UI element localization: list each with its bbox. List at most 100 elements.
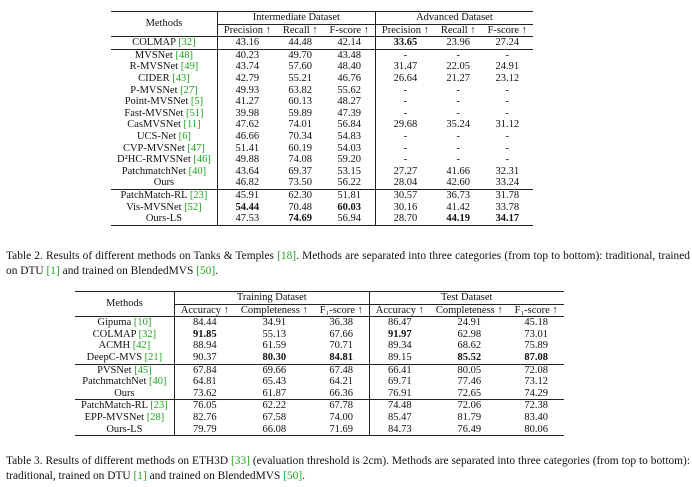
metric-cell: 72.38 xyxy=(524,400,548,412)
metric-cell: 43.74 xyxy=(235,61,260,73)
metric-cell: 55.62 xyxy=(323,84,376,97)
metric-cell: 41.42 xyxy=(446,201,471,213)
citation-link[interactable]: [18] xyxy=(277,250,297,262)
column-header: F₁-score ↑ xyxy=(508,304,564,318)
metric-cell: 28.04 xyxy=(393,177,418,189)
citation-link[interactable]: [45] xyxy=(134,364,152,376)
citation-link[interactable]: [11] xyxy=(183,119,201,131)
citation-link[interactable]: [40] xyxy=(188,165,207,177)
citation-link[interactable]: [10] xyxy=(133,317,152,329)
table-row: D²HC-RMVSNet [46] 49.88 74.08 59.20 - - - xyxy=(111,154,533,166)
method-name: DeepC-MVS [21] xyxy=(75,351,175,365)
metric-cell: 68.62 xyxy=(457,340,482,352)
citation-link[interactable]: [1] xyxy=(46,264,60,277)
metric-cell: 89.15 xyxy=(387,351,412,363)
metric-cell: 77.46 xyxy=(457,376,482,388)
citation-link[interactable]: [50] xyxy=(283,469,303,482)
citation-link[interactable]: [52] xyxy=(184,201,202,213)
method-name: P-MVSNet [27] xyxy=(111,84,218,97)
citation-link[interactable]: [28] xyxy=(146,411,165,423)
table-row: COLMAP [32] 43.16 44.48 42.14 33.65 23.96 27.2… xyxy=(111,36,533,50)
citation-link[interactable]: [40] xyxy=(149,376,167,388)
table-row: PatchMatch-RL [23] 76.05 62.22 67.78 74.48 72… xyxy=(75,399,564,412)
metric-cell: - xyxy=(456,49,460,61)
citation-link[interactable]: [42] xyxy=(132,340,151,352)
method-label: MVSNet xyxy=(134,49,176,61)
method-name: Gipuma [10] xyxy=(75,316,175,329)
metric-cell: 87.08 xyxy=(524,351,548,363)
citation-link[interactable]: [23] xyxy=(189,189,208,201)
method-label: PatchmatchNet xyxy=(82,376,150,388)
citation-link[interactable]: [50] xyxy=(196,264,216,277)
method-name: CVP-MVSNet [47] xyxy=(111,142,218,155)
citation-link[interactable]: [33] xyxy=(230,455,250,467)
metric-cell: 72.08 xyxy=(524,364,548,376)
citation-link[interactable]: [43] xyxy=(172,72,190,84)
metric-cell: 39.98 xyxy=(235,107,260,119)
citation-link[interactable]: [32] xyxy=(138,328,157,340)
method-label: P-MVSNet xyxy=(130,84,181,96)
column-header: Recall ↑ xyxy=(276,24,324,38)
method-name: Ours-LS xyxy=(111,213,218,226)
table-3-caption: Table 3. Results of different methods on… xyxy=(6,454,690,483)
citation-link[interactable]: [5] xyxy=(190,96,204,108)
citation-link[interactable]: [1] xyxy=(133,469,147,482)
metric-cell: 76.91 xyxy=(387,387,412,399)
metric-cell: - xyxy=(505,96,510,108)
metric-cell: 86.47 xyxy=(387,317,412,329)
metric-cell: 49.88 xyxy=(235,154,260,166)
citation-link[interactable]: [6] xyxy=(178,130,191,142)
column-header: Accuracy ↑ xyxy=(174,304,235,318)
metric-cell: 89.34 xyxy=(387,340,412,352)
table-row: CasMVSNet [11] 47.62 74.01 56.84 29.68 35.24 3… xyxy=(111,119,533,131)
caption-text: and trained on BlendedMVS xyxy=(59,264,197,277)
citation-link[interactable]: [21] xyxy=(144,351,163,363)
metric-cell: 34.91 xyxy=(262,317,287,329)
citation-link[interactable]: [49] xyxy=(180,61,199,73)
metric-cell: 60.13 xyxy=(288,96,312,108)
metric-cell: 70.48 xyxy=(288,201,312,213)
method-name: COLMAP [32] xyxy=(111,36,218,50)
metric-cell: 66.41 xyxy=(387,364,412,376)
metric-cell: 76.05 xyxy=(193,400,217,412)
table-row: UCS-Net [6] 46.66 70.34 54.83 - - - xyxy=(111,130,533,143)
advanced-dataset-header: Advanced Dataset xyxy=(375,11,533,25)
metric-cell: 54.83 xyxy=(323,130,376,143)
intermediate-dataset-header: Intermediate Dataset xyxy=(217,11,376,25)
metric-cell: 54.03 xyxy=(323,142,376,155)
table-row: MVSNet [48] 40.23 49.70 43.48 - - - xyxy=(111,49,533,62)
citation-link[interactable]: [51] xyxy=(185,107,204,119)
table-row: PatchmatchNet [40] 43.64 69.37 53.15 27.27 41… xyxy=(111,165,533,178)
training-dataset-header: Training Dataset xyxy=(174,291,370,305)
metric-cell: 32.31 xyxy=(495,165,520,177)
metric-cell: 49.93 xyxy=(235,84,260,96)
table-2: Methods Intermediate Dataset Advanced Da… xyxy=(111,11,533,226)
metric-cell: 43.16 xyxy=(235,37,260,49)
metric-cell: 44.48 xyxy=(288,37,312,49)
metric-cell: 79.79 xyxy=(193,423,217,435)
metric-cell: 47.53 xyxy=(235,213,260,225)
method-name: PatchmatchNet [40] xyxy=(75,376,175,388)
citation-link[interactable]: [48] xyxy=(175,49,193,61)
metric-cell: 72.06 xyxy=(457,400,482,412)
citation-link[interactable]: [27] xyxy=(180,84,198,96)
metric-cell: 31.47 xyxy=(393,61,418,73)
metric-cell: 91.97 xyxy=(387,328,412,340)
metric-cell: 28.70 xyxy=(393,213,418,225)
metric-cell: 40.23 xyxy=(235,49,260,61)
citation-link[interactable]: [23] xyxy=(150,400,168,412)
table-row: Ours-LS 79.79 66.08 71.69 84.73 76.49 80.06 xyxy=(75,423,564,436)
column-header: Recall ↑ xyxy=(434,24,482,38)
metric-cell: 55.13 xyxy=(262,328,287,340)
method-name: Ours xyxy=(75,387,175,400)
metric-cell: - xyxy=(403,49,408,61)
metric-cell: 27.27 xyxy=(393,165,418,177)
citation-link[interactable]: [47] xyxy=(187,142,205,154)
citation-link[interactable]: [46] xyxy=(193,154,211,166)
metric-cell: 46.76 xyxy=(323,72,376,85)
citation-link[interactable]: [32] xyxy=(178,37,196,49)
caption-text: Table 3. Results of different methods on… xyxy=(6,455,231,467)
metric-cell: 69.71 xyxy=(387,376,412,388)
metric-cell: 30.57 xyxy=(393,189,418,201)
method-label: CIDER xyxy=(138,72,173,84)
